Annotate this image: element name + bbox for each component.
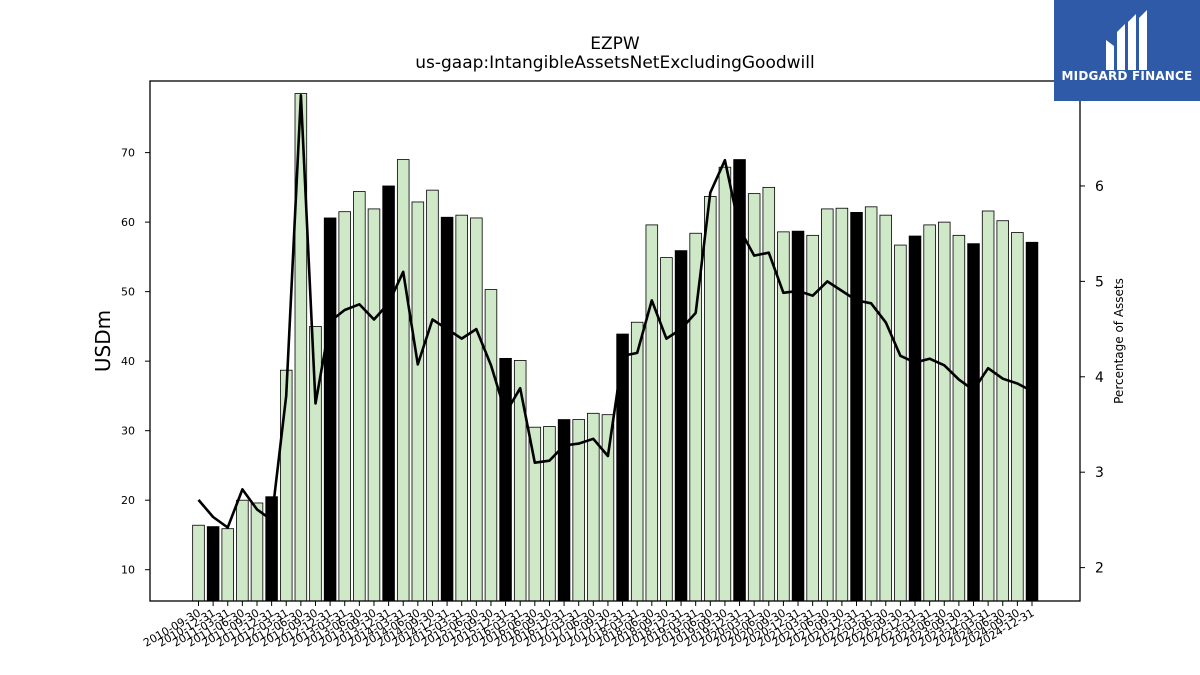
- y-tick-label: 40: [121, 355, 135, 368]
- percentage-line: [197, 94, 1033, 529]
- bar-2014-03-31: [396, 159, 410, 602]
- bar-2021-09-30: [835, 207, 849, 602]
- bar-2014-09-30: [426, 189, 439, 602]
- bar-2011-09-30: [250, 502, 264, 602]
- brand-name: MIDGARD FINANCE: [1061, 69, 1193, 83]
- bar-2022-03-31: [864, 206, 878, 602]
- bar-2022-09-30: [894, 244, 907, 602]
- y2-axis-label: Percentage of Assets: [1112, 278, 1126, 404]
- bar-2024-03-31: [981, 210, 995, 602]
- bar-2016-09-30: [543, 426, 556, 602]
- bar-2013-12-31: [382, 185, 395, 602]
- bar-2012-12-31: [323, 217, 337, 602]
- bar-2016-06-30: [528, 426, 542, 602]
- bar-2018-06-30: [645, 224, 659, 602]
- bar-2022-06-30: [879, 214, 893, 602]
- bar-2019-09-30: [718, 166, 732, 602]
- bar-2018-03-31: [630, 321, 644, 602]
- line-group: [197, 94, 1033, 529]
- bar-2021-12-31: [850, 211, 863, 602]
- bar-2015-12-31: [499, 357, 512, 602]
- bar-2010-09-30: [192, 524, 205, 602]
- y2-tick-label: 2: [1095, 561, 1104, 577]
- bar-2015-03-31: [455, 214, 468, 602]
- bar-2013-03-31: [338, 211, 351, 602]
- bar-2020-09-30: [777, 231, 790, 602]
- bar-2015-09-30: [484, 289, 498, 602]
- bar-2013-06-30: [353, 191, 366, 602]
- bar-2017-09-30: [601, 414, 615, 602]
- y-tick-label: 50: [121, 286, 135, 299]
- y-axis-label: USDm: [91, 310, 115, 372]
- bar-2013-09-30: [367, 208, 381, 602]
- bar-2015-06-30: [470, 217, 483, 602]
- bar-2023-09-30: [952, 234, 966, 602]
- y-tick-label: 20: [121, 494, 135, 507]
- bar-2022-12-31: [908, 235, 922, 602]
- bar-2012-09-30: [309, 326, 322, 602]
- bar-2020-06-30: [762, 186, 776, 602]
- bar-2024-09-30: [1011, 232, 1024, 602]
- bar-2010-12-31: [206, 526, 220, 602]
- bar-2014-12-31: [440, 216, 454, 602]
- y-tick-label: 10: [121, 564, 135, 577]
- y2-tick-label: 5: [1095, 274, 1104, 290]
- bar-2017-03-31: [572, 419, 585, 602]
- bar-2017-12-31: [616, 333, 629, 602]
- y-tick-label: 70: [121, 147, 135, 160]
- bars-group: [192, 93, 1039, 602]
- y2-tick-label: 6: [1095, 179, 1104, 195]
- right-axis: 2 3 4 5 6: [1080, 179, 1104, 577]
- chart-subtitle: us-gaap:IntangibleAssetsNetExcludingGood…: [415, 53, 814, 73]
- bar-2023-12-31: [967, 243, 980, 602]
- bar-2024-06-30: [996, 220, 1010, 602]
- midgard-logo-icon: [1106, 10, 1147, 70]
- bar-2018-12-31: [674, 250, 688, 602]
- y2-tick-label: 3: [1095, 465, 1104, 481]
- bar-2018-09-30: [660, 257, 673, 602]
- bar-2020-12-31: [791, 230, 805, 602]
- plot-frame: [149, 80, 1081, 602]
- x-axis: 2010-09-302010-12-312011-03-312011-06-30…: [141, 601, 1037, 650]
- y-tick-label: 60: [121, 216, 135, 229]
- bar-2021-06-30: [821, 208, 834, 602]
- y2-tick-label: 4: [1095, 370, 1104, 386]
- bar-2024-12-31: [1025, 241, 1039, 602]
- left-axis: 10 20 30 40 50 60 70: [121, 147, 150, 577]
- bar-2011-06-30: [236, 499, 249, 602]
- y-tick-label: 30: [121, 425, 135, 438]
- bar-2019-06-30: [704, 196, 717, 602]
- bar-2023-06-30: [938, 221, 951, 602]
- bar-2023-03-31: [923, 224, 936, 602]
- brand-logo: MIDGARD FINANCE: [1054, 0, 1200, 101]
- bar-2011-03-31: [221, 528, 234, 602]
- bar-2014-06-30: [411, 201, 425, 602]
- chart-title: EZPW: [590, 34, 640, 54]
